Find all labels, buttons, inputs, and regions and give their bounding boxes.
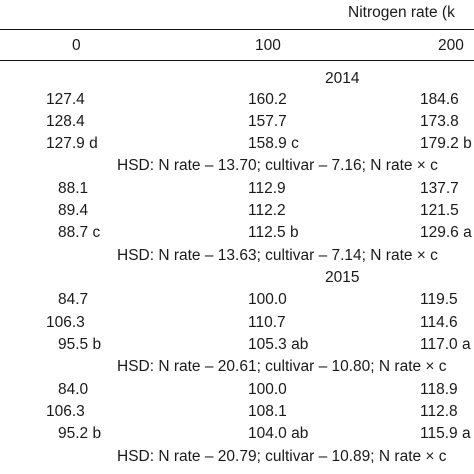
hsd-line: HSD: N rate – 13.70; cultivar – 7.16; N …: [117, 157, 438, 174]
table-cell: 112.2: [248, 202, 286, 219]
table-cell: 105.3 ab: [248, 336, 309, 353]
column-header-100: 100: [255, 37, 281, 54]
hsd-line: HSD: N rate – 13.63; cultivar – 7.14; N …: [117, 247, 438, 264]
table-cell: 104.0 ab: [248, 425, 309, 442]
table-cell: 89.4: [58, 202, 89, 219]
table-cell: 121.5: [420, 202, 459, 219]
table-cell: 160.2: [248, 91, 287, 108]
table-cell: 158.9 c: [248, 135, 299, 152]
column-header-0: 0: [72, 37, 81, 54]
hsd-line: HSD: N rate – 20.79; cultivar – 10.89; N…: [117, 448, 447, 465]
table-cell: 127.4: [46, 91, 85, 108]
table-cell: 112.9: [248, 180, 286, 197]
table-cell: 112.8: [420, 403, 458, 420]
column-header-200: 200: [438, 37, 464, 54]
table-cell: 108.1: [248, 403, 287, 420]
table-cell: 179.2 b: [420, 135, 472, 152]
year-label-2015: 2015: [325, 269, 360, 286]
table-cell: 100.0: [248, 291, 287, 308]
table-cell: 84.7: [58, 291, 89, 308]
table-cell: 95.2 b: [58, 425, 102, 442]
table-cell: 117.0 a: [420, 336, 471, 353]
table-cell: 184.6: [420, 91, 459, 108]
hsd-line: HSD: N rate – 20.61; cultivar – 10.80; N…: [117, 358, 447, 375]
column-group-label: Nitrogen rate (k: [348, 4, 455, 21]
table-cell: 119.5: [420, 291, 458, 308]
table-cell: 129.6 a: [420, 224, 472, 241]
table-cell: 157.7: [248, 113, 287, 130]
table-cell: 88.1: [58, 180, 89, 197]
table-cell: 110.7: [248, 314, 286, 331]
table-cell: 84.0: [58, 381, 89, 398]
table-cell: 128.4: [46, 113, 85, 130]
header-bottom-rule: [0, 60, 474, 61]
table-cell: 127.9 d: [46, 135, 98, 152]
table-cell: 100.0: [248, 381, 287, 398]
table-cell: 106.3: [46, 403, 85, 420]
table-cell: 114.6: [420, 314, 458, 331]
table-cell: 95.5 b: [58, 336, 102, 353]
table-cell: 137.7: [420, 180, 459, 197]
table-cell: 106.3: [46, 314, 85, 331]
table-cell: 118.9: [420, 381, 458, 398]
table-cell: 112.5 b: [248, 224, 299, 241]
header-top-rule: [0, 29, 474, 30]
table-cell: 173.8: [420, 113, 459, 130]
year-label-2014: 2014: [325, 70, 360, 87]
table-cell: 88.7 c: [58, 224, 101, 241]
table-cell: 115.9 a: [420, 425, 471, 442]
